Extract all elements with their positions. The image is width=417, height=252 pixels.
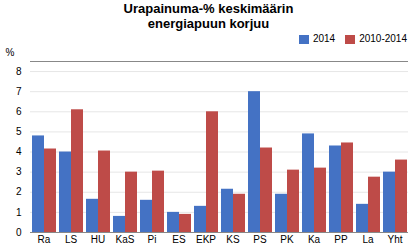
svg-text:Pi: Pi: [148, 234, 157, 245]
svg-text:Ra: Ra: [38, 234, 51, 245]
svg-text:Ka: Ka: [308, 234, 321, 245]
svg-text:PS: PS: [253, 234, 267, 245]
svg-text:ES: ES: [172, 234, 186, 245]
svg-text:1: 1: [16, 207, 22, 218]
svg-text:LS: LS: [65, 234, 78, 245]
svg-text:La: La: [362, 234, 374, 245]
svg-text:KS: KS: [226, 234, 240, 245]
svg-text:HU: HU: [91, 234, 105, 245]
svg-text:PP: PP: [334, 234, 348, 245]
svg-text:0: 0: [16, 227, 22, 238]
svg-text:EKP: EKP: [196, 234, 216, 245]
svg-text:7: 7: [16, 86, 22, 97]
svg-text:KaS: KaS: [116, 234, 135, 245]
svg-text:5: 5: [16, 126, 22, 137]
svg-text:3: 3: [16, 166, 22, 177]
svg-text:Yht: Yht: [387, 234, 402, 245]
svg-text:2: 2: [16, 187, 22, 198]
html-text:Urapainuma-% keskimäärin energ: Urapainuma-% keskimäärin energiapuun kor…: [123, 1, 294, 31]
svg-text:PK: PK: [280, 234, 294, 245]
svg-text:8: 8: [16, 66, 22, 77]
svg-text:6: 6: [16, 106, 22, 117]
svg-text:%: %: [6, 47, 15, 58]
svg-text:4: 4: [16, 146, 22, 157]
html-text:2014: 2014: [312, 33, 336, 45]
html-text:2010-2014: 2010-2014: [359, 33, 407, 45]
